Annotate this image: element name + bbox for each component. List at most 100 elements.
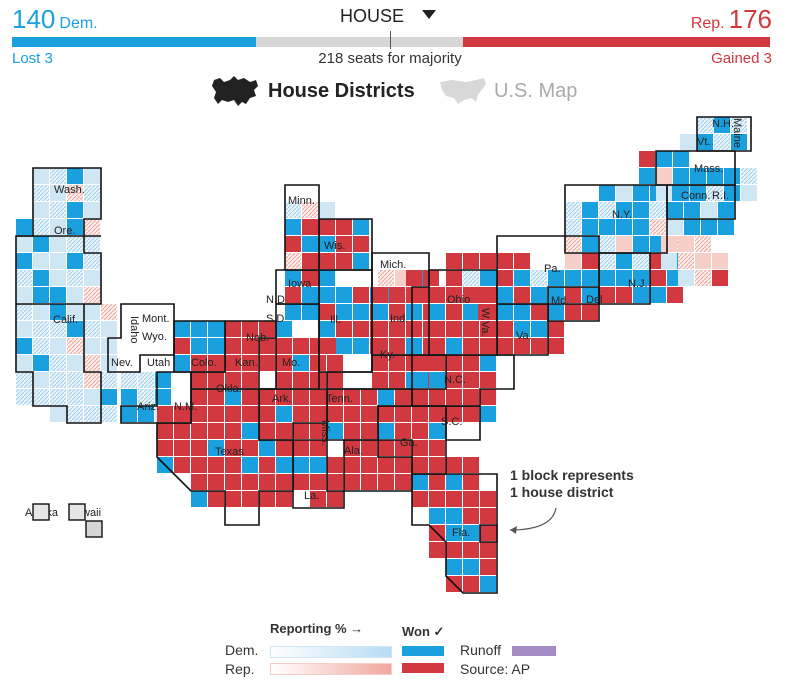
state-outlines <box>15 116 752 594</box>
district-block <box>378 270 394 286</box>
district-block <box>208 338 224 354</box>
district-block <box>446 474 462 490</box>
state-outline <box>411 473 498 594</box>
state-label-ms: Miss. <box>319 420 331 446</box>
district-block <box>446 542 462 558</box>
district-block <box>548 270 564 286</box>
district-block <box>378 406 394 422</box>
legend-dem-label: Dem. <box>225 642 259 658</box>
district-block <box>712 253 728 269</box>
chamber-dropdown[interactable]: HOUSE <box>340 6 437 27</box>
district-block <box>285 270 301 286</box>
district-block <box>67 389 83 405</box>
state-label-ky: Ky. <box>380 349 395 361</box>
district-block <box>16 372 32 388</box>
district-block <box>344 406 360 422</box>
district-block <box>50 219 66 235</box>
district-block <box>121 372 137 388</box>
district-block <box>353 338 369 354</box>
district-block <box>16 236 32 252</box>
district-block <box>633 287 649 303</box>
district-block <box>225 372 241 388</box>
state-label-nj: N.J. <box>628 278 648 290</box>
district-block <box>741 168 757 184</box>
district-block <box>50 372 66 388</box>
district-block <box>395 474 411 490</box>
state-label-co: Colo. <box>191 357 217 369</box>
district-block <box>16 287 32 303</box>
state-label-me: Maine <box>731 118 743 148</box>
district-block <box>650 287 666 303</box>
district-block <box>616 236 632 252</box>
toggle-us-map[interactable]: U.S. Map <box>438 76 577 106</box>
legend-won-label: Won ✓ <box>402 624 445 639</box>
district-block <box>191 321 207 337</box>
district-block <box>446 372 462 388</box>
district-block <box>531 304 547 320</box>
state-label-fl: Fla. <box>452 527 470 539</box>
district-block <box>446 508 462 524</box>
district-block <box>16 355 32 371</box>
district-block <box>680 134 696 150</box>
district-block <box>259 491 275 507</box>
district-block <box>84 389 100 405</box>
district-block <box>327 474 343 490</box>
district-block <box>84 372 100 388</box>
district-block <box>276 355 292 371</box>
district-block <box>446 253 462 269</box>
district-block <box>293 338 309 354</box>
district-block <box>353 253 369 269</box>
district-block <box>378 474 394 490</box>
district-block <box>406 270 422 286</box>
district-block <box>667 219 683 235</box>
district-block <box>480 406 496 422</box>
district-block <box>582 219 598 235</box>
district-block <box>208 423 224 439</box>
district-block <box>33 253 49 269</box>
district-block <box>285 219 301 235</box>
state-label-sc: S.C. <box>441 416 462 428</box>
district-block <box>50 253 66 269</box>
district-block <box>633 236 649 252</box>
legend-rep-gradient <box>270 663 392 675</box>
district-block <box>639 168 655 184</box>
legend-reporting-label: Reporting % → <box>270 621 364 636</box>
district-block <box>395 457 411 473</box>
district-block <box>242 474 258 490</box>
district-block <box>16 389 32 405</box>
district-block <box>67 406 83 422</box>
district-block <box>319 287 335 303</box>
district-block <box>310 355 326 371</box>
state-labels: Wash. Ore. Calif. Idaho Mont. Wyo. Nev. … <box>25 118 743 539</box>
district-block <box>463 406 479 422</box>
district-block <box>633 270 649 286</box>
district-block <box>565 219 581 235</box>
district-block <box>33 389 49 405</box>
district-block <box>174 338 190 354</box>
toggle-house-districts[interactable]: House Districts <box>210 76 415 106</box>
district-block <box>361 457 377 473</box>
district-block <box>33 270 49 286</box>
district-block <box>208 491 224 507</box>
district-block <box>33 355 49 371</box>
district-block <box>673 185 689 201</box>
state-label-ks: Kan. <box>235 357 258 369</box>
seat-bar <box>12 37 770 47</box>
state-label-ut: Utah <box>147 357 170 369</box>
district-block <box>302 253 318 269</box>
district-block <box>531 287 547 303</box>
district-block <box>191 389 207 405</box>
district-block <box>293 440 309 456</box>
district-map-icon <box>212 76 258 106</box>
district-block <box>378 440 394 456</box>
district-block <box>242 372 258 388</box>
district-block <box>84 236 100 252</box>
district-block <box>319 321 335 337</box>
district-block <box>372 287 388 303</box>
district-block <box>242 440 258 456</box>
district-block <box>599 185 615 201</box>
district-block <box>678 270 694 286</box>
district-block <box>33 321 49 337</box>
district-block <box>327 491 343 507</box>
district-block <box>463 253 479 269</box>
